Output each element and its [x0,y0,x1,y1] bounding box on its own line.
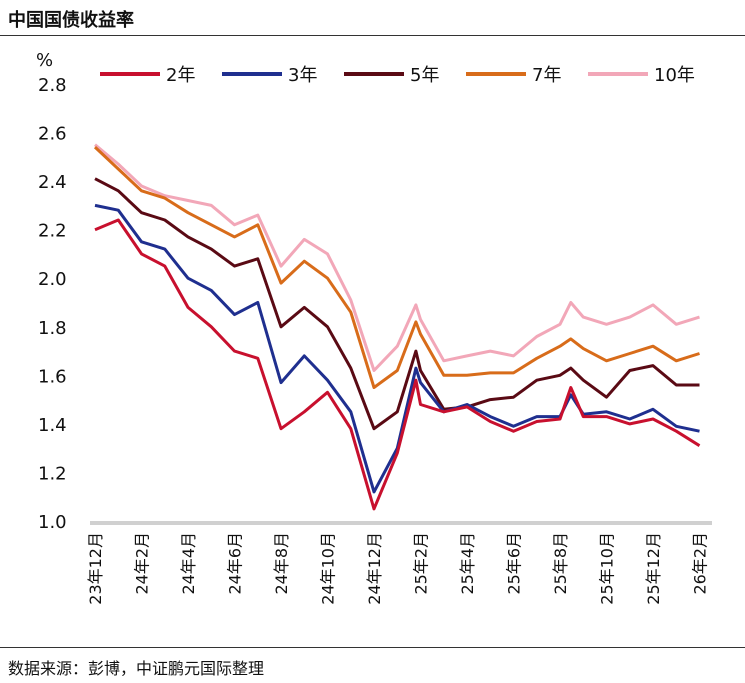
x-tick-label: 25年2月 [412,532,431,595]
x-tick-label: 24年4月 [179,532,198,595]
source-note: 数据来源：彭博，中证鹏元国际整理 [8,659,265,678]
x-tick-label: 25年8月 [551,532,570,595]
x-tick-label: 25年12月 [644,532,663,605]
x-tick-label: 24年10月 [319,532,338,605]
series-line-7年 [93,146,700,389]
y-tick-label: 1.0 [38,512,67,533]
x-tick-label: 25年10月 [598,532,617,605]
y-tick-label: 2.2 [38,221,67,242]
x-tick-label: 26年2月 [691,532,710,595]
series-line-2年 [94,218,701,511]
y-unit-label: % [36,50,53,71]
x-tick-label: 25年4月 [458,532,477,595]
x-tick-label: 23年12月 [86,532,105,605]
chart-title: 中国国债收益率 [8,10,134,31]
title-divider [0,35,745,36]
y-tick-label: 1.6 [38,366,67,387]
x-tick-label: 24年8月 [272,532,291,595]
legend-label: 7年 [532,65,561,86]
legend-label: 2年 [166,65,195,86]
y-tick-label: 2.6 [38,124,67,145]
legend-label: 5年 [410,65,439,86]
y-tick-label: 2.4 [38,172,67,193]
y-tick-label: 2.0 [38,269,67,290]
legend-label: 10年 [654,65,695,86]
series-line-3年 [94,203,700,494]
series-line-5年 [94,177,700,431]
series-line-10年 [94,143,700,372]
y-tick-label: 2.8 [38,75,67,96]
x-tick-label: 25年6月 [505,532,524,595]
x-tick-label: 24年12月 [365,532,384,605]
legend-label: 3年 [288,65,317,86]
y-tick-label: 1.2 [38,463,67,484]
y-tick-label: 1.4 [38,415,67,436]
x-tick-label: 24年2月 [133,532,152,595]
footer-divider [0,647,745,648]
y-tick-label: 1.8 [38,318,67,339]
x-tick-label: 24年6月 [226,532,245,595]
